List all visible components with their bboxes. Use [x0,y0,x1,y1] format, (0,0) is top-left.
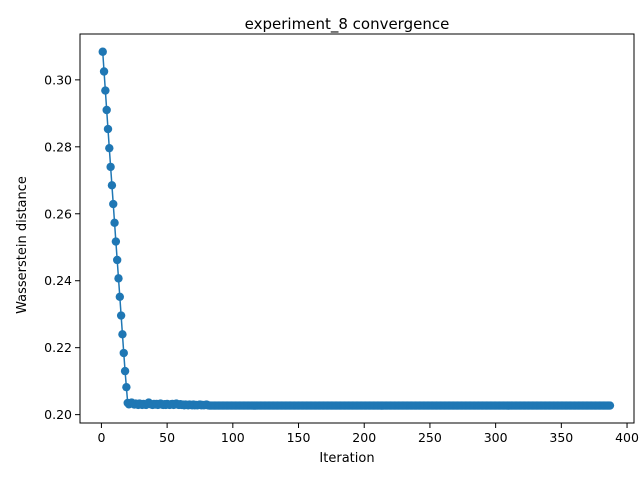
data-point [109,199,118,209]
data-point [107,181,117,190]
x-tick-label: 200 [352,430,376,445]
x-tick-label: 300 [484,430,508,445]
data-point [122,382,131,392]
data-point [119,348,128,358]
data-point [98,47,107,56]
data-point [111,237,121,246]
x-axis-ticks: 0 50 100 150 200 250 300 350 400 [97,423,639,445]
x-axis-label: Iteration [319,451,374,466]
x-tick-label: 350 [549,430,573,445]
y-tick-label: 0.24 [44,273,72,288]
x-tick-label: 0 [97,430,105,445]
y-axis-label: Wasserstein distance [15,176,30,314]
x-tick-label: 100 [221,430,245,445]
x-tick-label: 50 [159,430,175,445]
data-point [106,162,115,172]
data-point [101,86,110,95]
data-point [120,366,130,376]
y-tick-label: 0.22 [44,340,72,355]
data-point [114,274,123,283]
y-tick-label: 0.20 [44,407,72,422]
data-point [110,218,119,228]
chart-title: experiment_8 convergence [245,15,450,34]
data-point [118,330,127,339]
data-point [115,292,125,301]
y-tick-label: 0.26 [44,206,72,221]
data-point [605,401,615,410]
data-point [99,67,109,76]
x-tick-label: 400 [615,430,639,445]
data-point [116,311,126,320]
x-tick-label: 150 [287,430,311,445]
plot-frame [79,33,635,424]
data-point [112,255,122,265]
data-point [103,124,113,134]
data-point [102,105,111,115]
y-axis-ticks: 0.20 0.22 0.24 0.26 0.28 0.30 [44,72,80,422]
y-tick-label: 0.30 [44,72,72,87]
data-point [105,143,114,153]
x-tick-label: 250 [418,430,442,445]
plot-area [98,47,615,410]
y-tick-label: 0.28 [44,139,72,154]
